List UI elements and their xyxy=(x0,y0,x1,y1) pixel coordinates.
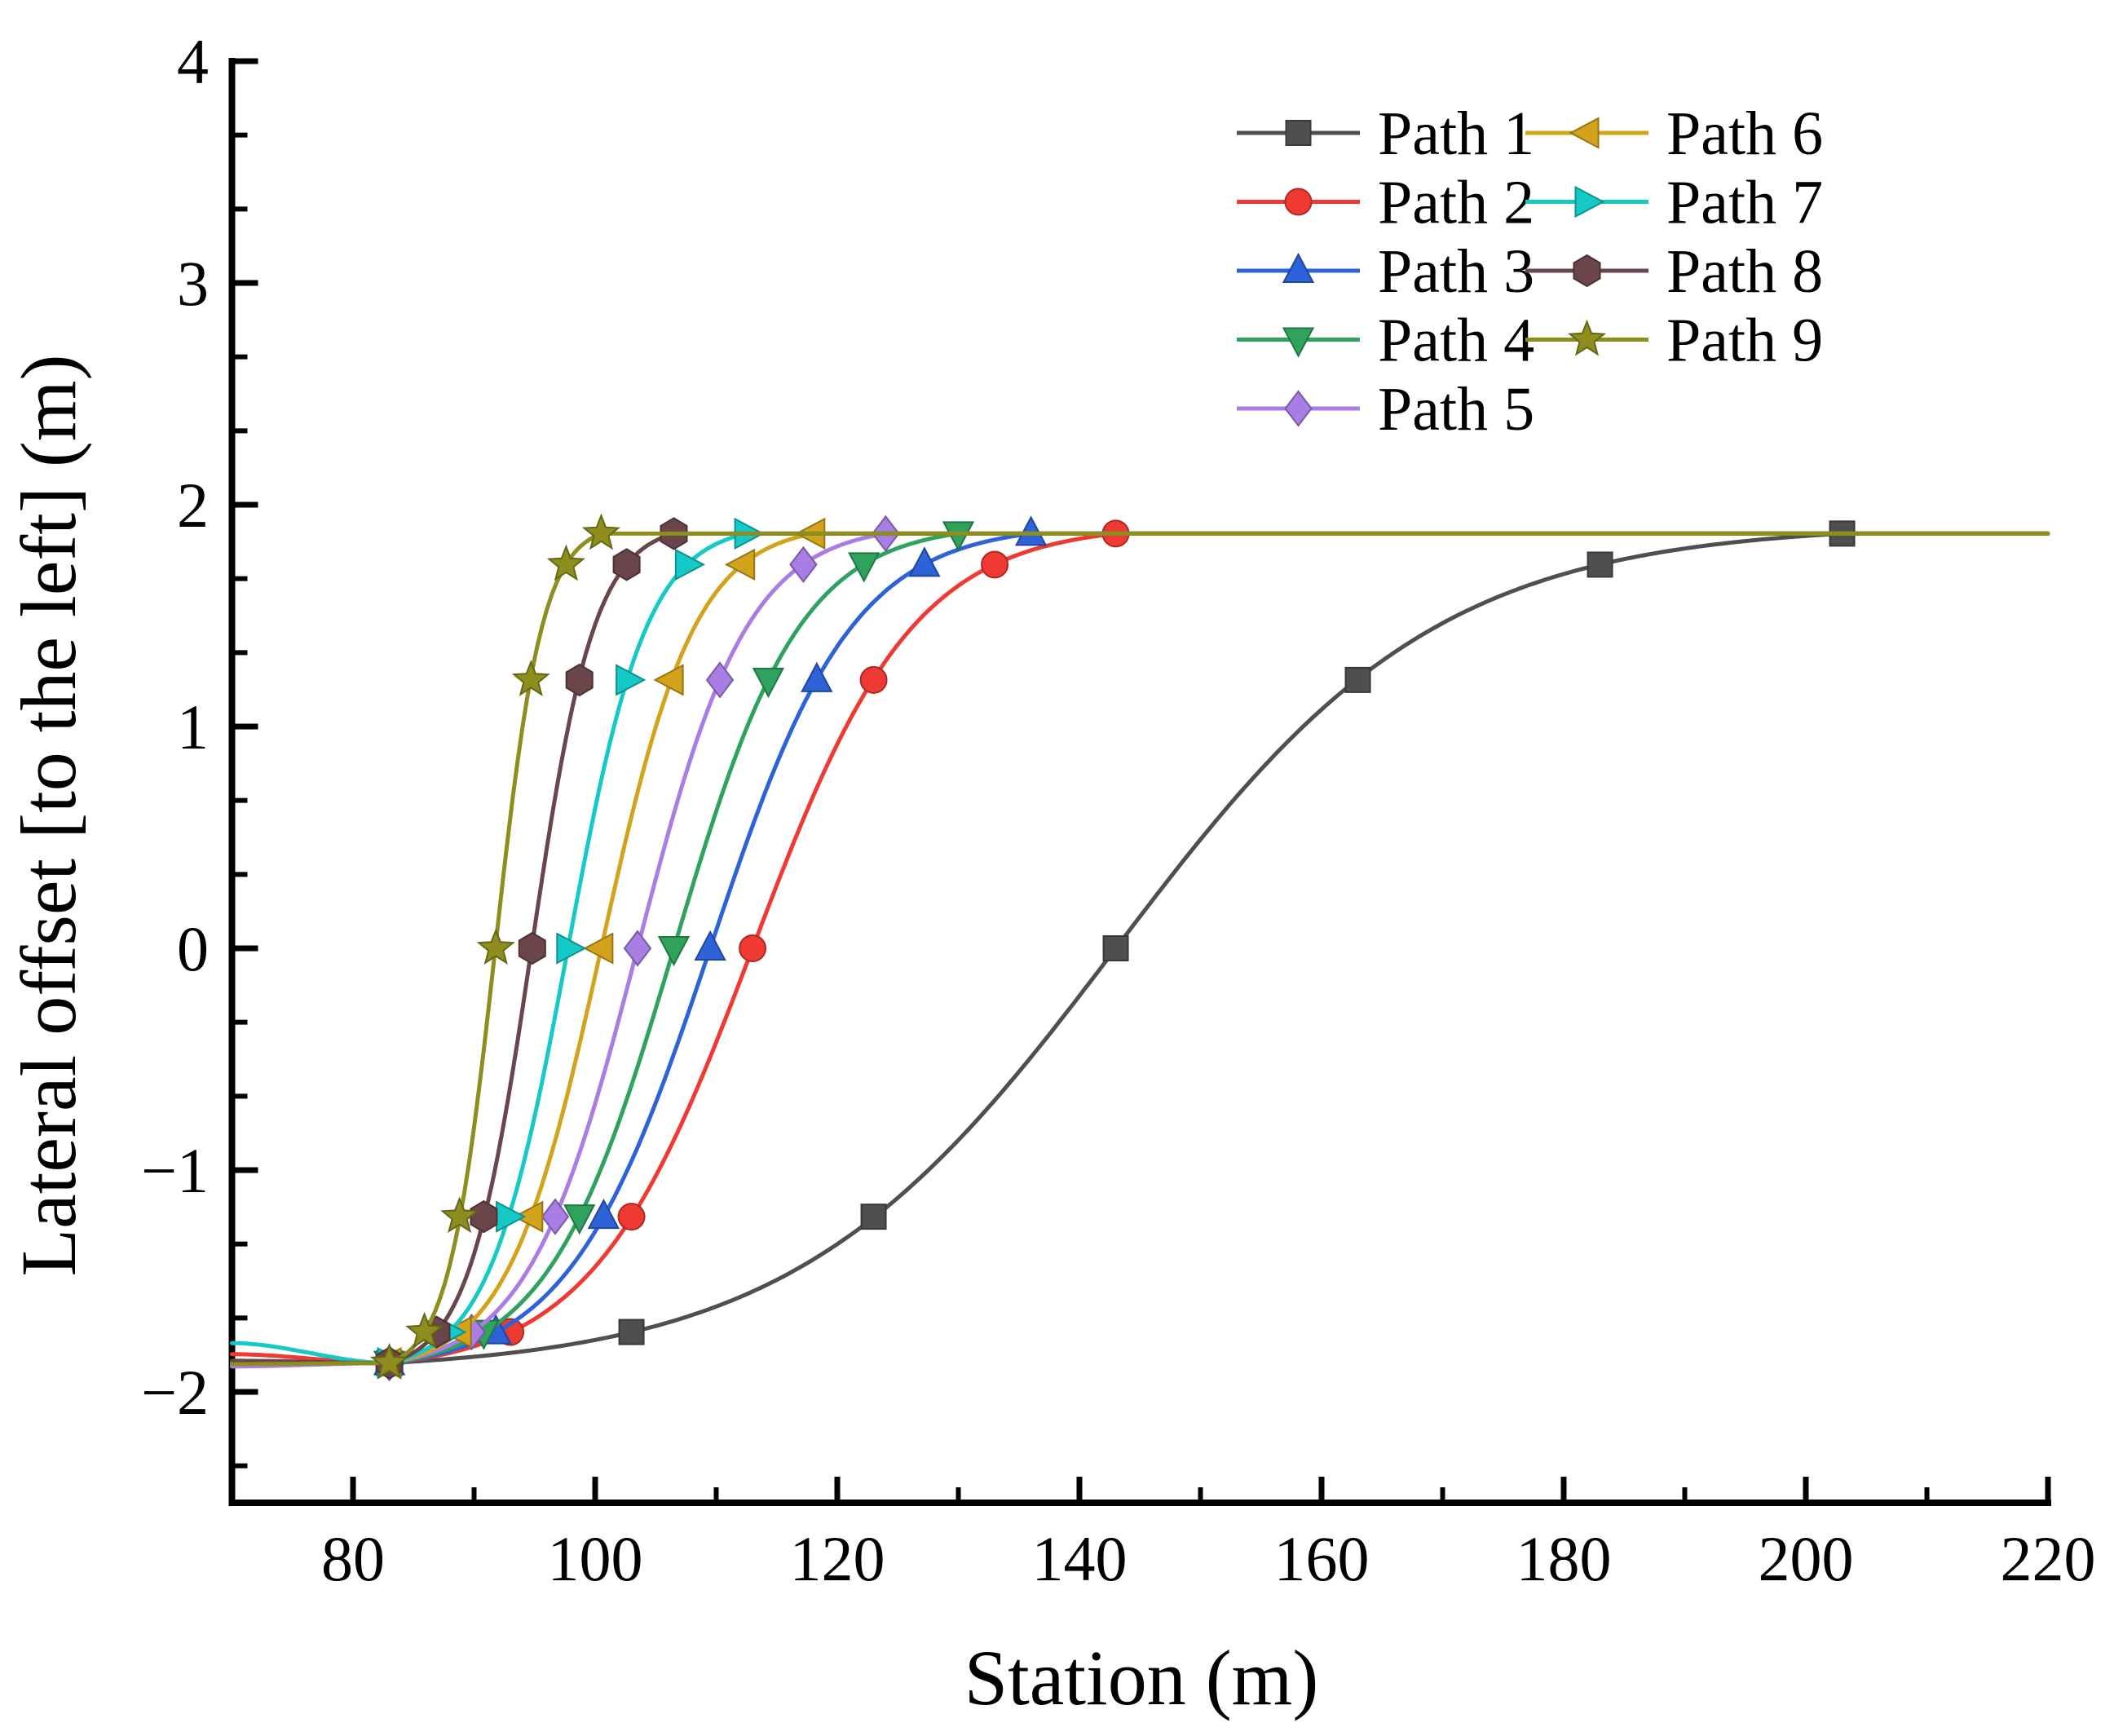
triangle-right-marker xyxy=(674,548,706,581)
star-marker xyxy=(405,1311,444,1349)
triangle-right-marker xyxy=(556,932,587,965)
triangle-left-marker xyxy=(653,664,684,696)
star-marker xyxy=(440,1196,479,1234)
triangle-left-marker xyxy=(1569,117,1600,149)
square-marker xyxy=(1285,120,1312,146)
y-tick-label: 0 xyxy=(177,913,209,984)
x-tick-label: 120 xyxy=(790,1523,885,1594)
legend-label: Path 1 xyxy=(1378,99,1534,168)
triangle-up-marker xyxy=(694,930,726,961)
star-marker xyxy=(476,928,515,965)
triangle-up-marker xyxy=(1014,515,1048,546)
x-tick-label: 180 xyxy=(1516,1523,1612,1594)
circle-marker xyxy=(981,550,1009,579)
triangle-down-marker xyxy=(942,521,975,552)
circle-marker xyxy=(617,1203,646,1231)
legend-item-path-7: Path 7 xyxy=(1525,169,1823,237)
legend-item-path-6: Path 6 xyxy=(1525,99,1823,168)
legend-label: Path 5 xyxy=(1378,375,1534,444)
hexagon-marker xyxy=(518,931,546,965)
hexagon-marker xyxy=(612,548,641,581)
triangle-left-marker xyxy=(725,548,756,581)
triangle-up-marker xyxy=(801,661,833,692)
star-marker xyxy=(581,513,620,550)
legend-item-path-9: Path 9 xyxy=(1525,307,1823,375)
x-tick-label: 100 xyxy=(548,1523,643,1594)
x-axis-title: Station (m) xyxy=(964,1634,1319,1721)
x-tick-label: 140 xyxy=(1032,1523,1128,1594)
diamond-marker xyxy=(705,661,735,699)
hexagon-marker xyxy=(470,1199,498,1234)
star-marker xyxy=(546,544,585,581)
legend-item-path-2: Path 2 xyxy=(1237,169,1534,237)
hexagon-marker xyxy=(565,663,594,697)
triangle-down-marker xyxy=(563,1204,596,1235)
axes: 80 100 120 140 160 180 200 220 −2 −1 0 1 2 3 4 Station … xyxy=(5,26,2096,1721)
triangle-left-marker xyxy=(513,1200,544,1233)
series-line xyxy=(230,531,2050,1367)
legend-label: Path 8 xyxy=(1666,237,1823,306)
diamond-marker xyxy=(623,930,652,967)
legend-item-path-5: Path 5 xyxy=(1237,375,1534,444)
triangle-left-marker xyxy=(583,932,614,965)
y-tick-label: −1 xyxy=(141,1135,209,1206)
square-marker xyxy=(1587,551,1613,578)
y-tick-label: 1 xyxy=(177,691,209,762)
legend-item-path-1: Path 1 xyxy=(1237,99,1534,168)
series-path-9 xyxy=(230,513,2050,1380)
triangle-down-marker xyxy=(752,667,785,699)
circle-marker xyxy=(859,665,888,694)
diamond-marker xyxy=(789,546,818,584)
y-tick-label: 4 xyxy=(177,26,209,97)
diamond-marker xyxy=(541,1198,570,1235)
star-marker xyxy=(511,660,550,696)
legend-item-path-8: Path 8 xyxy=(1525,237,1823,306)
y-tick-label: 2 xyxy=(177,470,209,541)
triangle-down-marker xyxy=(848,552,880,583)
legend-label: Path 2 xyxy=(1378,169,1534,237)
triangle-down-marker xyxy=(657,936,691,967)
square-marker xyxy=(860,1204,887,1230)
square-marker xyxy=(1344,666,1371,693)
square-marker xyxy=(1102,935,1129,961)
x-tick-label: 160 xyxy=(1274,1523,1370,1594)
circle-marker xyxy=(739,934,767,962)
x-tick-label: 80 xyxy=(321,1523,385,1594)
triangle-up-marker xyxy=(587,1198,620,1230)
triangle-down-marker xyxy=(1282,327,1315,358)
y-tick-label: 3 xyxy=(177,248,209,319)
legend-item-path-3: Path 3 xyxy=(1237,237,1534,306)
triangle-up-marker xyxy=(1282,252,1315,283)
triangle-right-marker xyxy=(616,664,647,696)
legend-item-path-4: Path 4 xyxy=(1237,307,1534,375)
y-tick-label: −2 xyxy=(141,1357,209,1428)
star-marker xyxy=(369,1342,409,1380)
legend-label: Path 4 xyxy=(1378,307,1534,375)
y-axis-title: Lateral offset [to the left] (m) xyxy=(5,354,92,1276)
diamond-marker xyxy=(1284,390,1313,427)
x-tick-label: 220 xyxy=(2001,1523,2096,1594)
triangle-right-marker xyxy=(1574,185,1605,219)
hexagon-marker xyxy=(1573,254,1601,288)
series xyxy=(230,513,2050,1382)
x-tick-label: 200 xyxy=(1759,1523,1854,1594)
star-marker xyxy=(1567,319,1607,356)
legend-label: Path 7 xyxy=(1666,169,1823,237)
legend-label: Path 6 xyxy=(1666,99,1823,168)
square-marker xyxy=(618,1319,645,1345)
legend-label: Path 3 xyxy=(1378,237,1534,306)
circle-marker xyxy=(1284,188,1313,216)
legend-label: Path 9 xyxy=(1666,307,1823,375)
series-line xyxy=(230,531,2050,1366)
triangle-up-marker xyxy=(908,546,941,577)
